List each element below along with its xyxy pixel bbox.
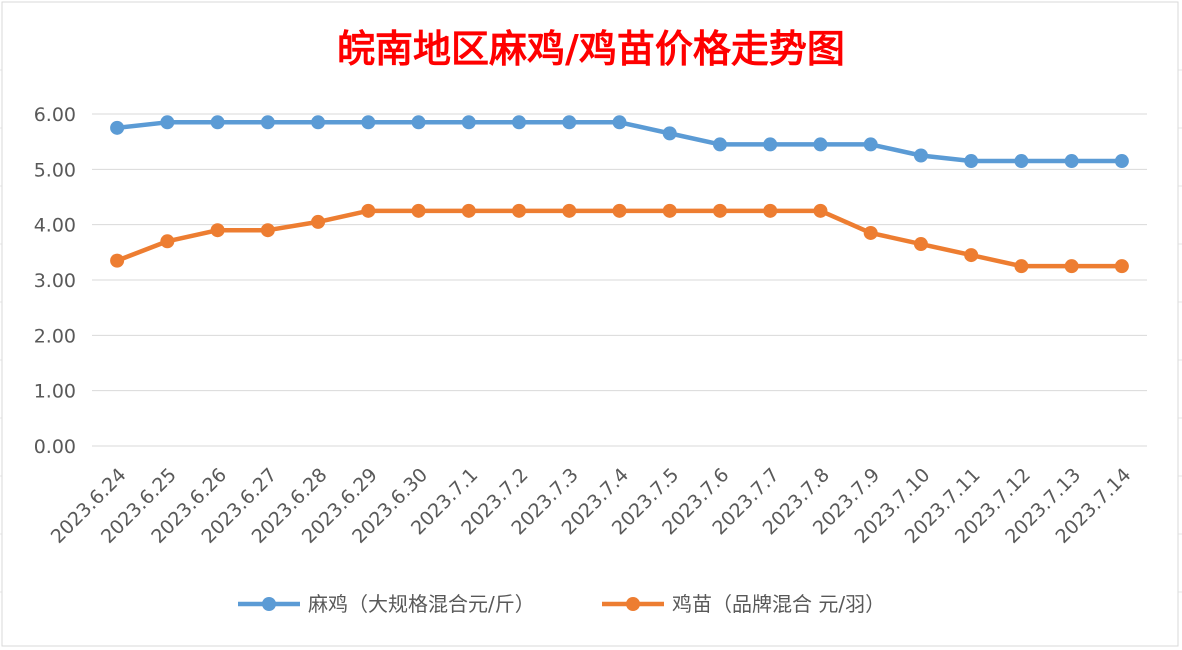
series-2-point xyxy=(411,203,426,218)
series-2-point xyxy=(964,248,979,263)
series-1-point xyxy=(461,115,476,130)
series-1-point xyxy=(964,154,979,169)
series-1-point xyxy=(411,115,426,130)
series-2-point xyxy=(763,203,778,218)
series-2-point xyxy=(311,214,326,229)
series-1-point xyxy=(763,137,778,152)
series-2-point xyxy=(612,203,627,218)
series-2-point xyxy=(512,203,527,218)
legend-label-2: 鸡苗（品牌混合 元/羽） xyxy=(672,592,885,616)
series-1-point xyxy=(913,148,928,163)
series-1-point xyxy=(612,115,627,130)
series-2-point xyxy=(260,223,275,238)
y-tick-label: 0.00 xyxy=(34,436,76,458)
series-1-point xyxy=(110,120,125,135)
series-2-point xyxy=(361,203,376,218)
series-1-point xyxy=(210,115,225,130)
gridlines xyxy=(92,113,1147,447)
series-2-point xyxy=(1114,259,1129,274)
series-2-point xyxy=(110,253,125,268)
series-2-point xyxy=(562,203,577,218)
y-tick-label: 5.00 xyxy=(34,159,76,181)
chart-title: 皖南地区麻鸡/鸡苗价格走势图 xyxy=(337,26,845,71)
series-1-point xyxy=(712,137,727,152)
y-tick-label: 2.00 xyxy=(34,325,76,347)
series-1-point xyxy=(260,115,275,130)
series-1-point xyxy=(1014,154,1029,169)
y-tick-label: 3.00 xyxy=(34,270,76,292)
series-layer xyxy=(110,115,1129,274)
y-axis-ticks: 0.00 1.00 2.00 3.00 4.00 5.00 6.00 xyxy=(34,104,76,458)
series-2-point xyxy=(913,237,928,252)
series-1-point xyxy=(512,115,527,130)
legend-label-1: 麻鸡（大规格混合元/斤） xyxy=(308,592,535,616)
series-1-point xyxy=(1114,154,1129,169)
series-2-point xyxy=(461,203,476,218)
series-1-point xyxy=(562,115,577,130)
series-2-point xyxy=(160,234,175,249)
legend-marker-1 xyxy=(262,597,276,611)
series-1-point xyxy=(361,115,376,130)
series-2-point xyxy=(662,203,677,218)
series-2-point xyxy=(863,225,878,240)
series-1-point xyxy=(311,115,326,130)
series-2-point xyxy=(1064,259,1079,274)
series-2-point xyxy=(813,203,828,218)
legend-marker-2 xyxy=(626,597,640,611)
series-1-point xyxy=(1064,154,1079,169)
y-tick-label: 4.00 xyxy=(34,215,76,237)
series-2-point xyxy=(712,203,727,218)
series-1-point xyxy=(863,137,878,152)
series-1-point xyxy=(160,115,175,130)
series-2-point xyxy=(210,223,225,238)
y-tick-label: 6.00 xyxy=(34,104,76,126)
y-tick-label: 1.00 xyxy=(34,381,76,403)
legend: 麻鸡（大规格混合元/斤） 鸡苗（品牌混合 元/羽） xyxy=(238,592,885,616)
series-1-point xyxy=(813,137,828,152)
series-2-point xyxy=(1014,259,1029,274)
series-1-point xyxy=(662,126,677,141)
